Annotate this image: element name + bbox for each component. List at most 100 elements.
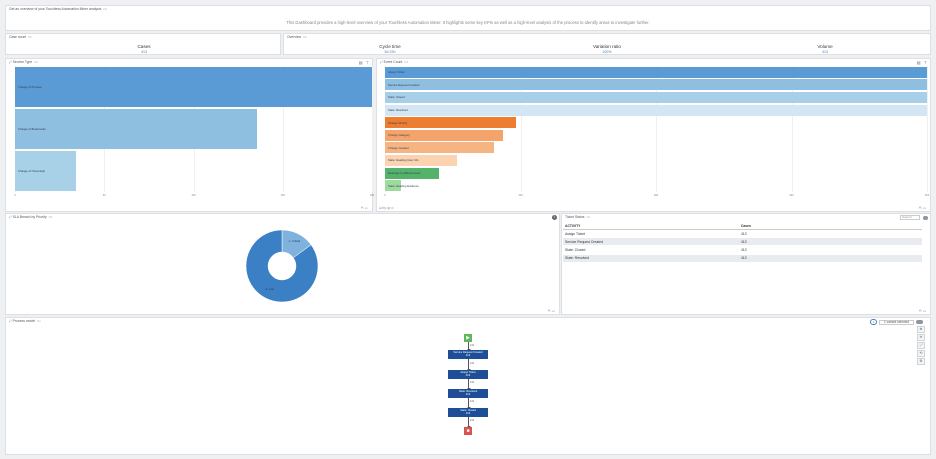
filter-icon[interactable]: ⊤ bbox=[923, 60, 927, 65]
settings-icon[interactable]: ⚙ bbox=[917, 358, 925, 365]
activity-node[interactable]: State: Resolved 413 bbox=[448, 389, 488, 398]
more-icon[interactable]: ••• bbox=[48, 215, 53, 219]
chart-bar[interactable]: Reassign to different team bbox=[385, 167, 439, 179]
bar-label: State: Resolved bbox=[388, 108, 408, 113]
more-icon[interactable]: ••• bbox=[404, 60, 408, 64]
intro-subtitle: This Dashboard provides a high-level ove… bbox=[286, 20, 650, 25]
chart-bar[interactable]: Service Request Created bbox=[385, 79, 927, 91]
chart-bar[interactable]: Change of Bookmarks bbox=[15, 108, 258, 150]
kpi-label: Cycle time bbox=[379, 44, 401, 49]
chart-bar[interactable]: Change Priority bbox=[385, 117, 517, 129]
chart-bar[interactable]: Change Created bbox=[385, 142, 494, 154]
cell-cases: 413 bbox=[738, 254, 922, 263]
kpi-volume: Volume 413 bbox=[795, 44, 855, 54]
variant-selector[interactable]: 1 1 variant selected bbox=[870, 319, 923, 325]
panel-footer-icons[interactable]: ⇱ ▭ bbox=[919, 206, 926, 210]
table-search-input[interactable]: Search bbox=[900, 215, 920, 220]
chart-type-icon[interactable]: ▤ bbox=[358, 60, 363, 65]
bar-label: Change of Process bbox=[18, 85, 42, 89]
panel-footer-icons[interactable]: ⇱ ▭ bbox=[548, 309, 555, 313]
sla-priority-panel: ⤢ SLA Breach by Priority ••• i 1 - Critic… bbox=[5, 213, 560, 315]
table-row[interactable]: State: Closed 413 bbox=[563, 245, 922, 255]
chart-bar[interactable]: State: Awaiting User Info bbox=[385, 154, 458, 167]
x-tick-label: 100 bbox=[191, 194, 196, 197]
edge-label: 413 bbox=[470, 419, 474, 422]
cell-cases: 413 bbox=[738, 229, 922, 239]
activity-node[interactable]: Service Request Created 413 bbox=[448, 350, 488, 359]
edge-label: 413 bbox=[470, 344, 474, 347]
kpi-label: Cases bbox=[137, 44, 151, 49]
more-icon[interactable]: ••• bbox=[103, 7, 107, 11]
sort-control[interactable]: ⊞ by up ⊙ bbox=[379, 206, 394, 210]
cell-activity: Assign Ticket bbox=[563, 229, 739, 239]
activity-node[interactable]: State: Closed 413 bbox=[448, 408, 488, 417]
gridline bbox=[520, 66, 522, 192]
zoom-in-icon[interactable]: ⊕ bbox=[917, 326, 925, 333]
chart-bar[interactable]: Change of Ownership bbox=[15, 150, 76, 192]
more-icon[interactable]: ••• bbox=[586, 215, 591, 219]
more-icon[interactable]: ••• bbox=[28, 35, 32, 39]
more-icon[interactable]: ••• bbox=[34, 60, 38, 64]
service-type-title: ⤢ Service Type ••• bbox=[9, 60, 38, 64]
chart-bar[interactable]: State: Awaiting Evidence bbox=[385, 180, 419, 192]
kpi-label: Variation ratio bbox=[592, 44, 621, 49]
expand-icon[interactable]: ⤢ bbox=[9, 215, 13, 219]
expand-icon[interactable]: ⤢ bbox=[9, 60, 13, 64]
more-icon[interactable]: ••• bbox=[37, 319, 41, 323]
process-edge[interactable] bbox=[466, 379, 471, 390]
chart-bar[interactable]: Assign Ticket bbox=[385, 66, 927, 78]
activity-count: 413 bbox=[465, 353, 471, 357]
bar-label: Change of Bookmarks bbox=[18, 127, 46, 131]
process-edge[interactable] bbox=[466, 342, 471, 351]
edge-label: 413 bbox=[470, 381, 474, 384]
x-tick-label: 0 bbox=[384, 194, 386, 197]
end-node-icon[interactable]: ■ bbox=[464, 427, 472, 435]
table-row[interactable]: State: Resolved 413 bbox=[563, 254, 922, 263]
variant-toggle[interactable] bbox=[916, 320, 923, 324]
process-edge[interactable] bbox=[466, 417, 471, 428]
bar-label: State: Awaiting User Info bbox=[388, 158, 419, 163]
more-icon[interactable]: ••• bbox=[303, 35, 307, 39]
slice-label: 3 - Low bbox=[265, 287, 274, 291]
donut-slice[interactable] bbox=[245, 229, 319, 303]
table-row[interactable]: Service Request Created 413 bbox=[563, 237, 922, 247]
expand-icon[interactable]: ⤢ bbox=[9, 319, 13, 323]
chart-type-icon[interactable]: ▤ bbox=[916, 60, 921, 65]
kpi-cycle-time: Cycle time 5d 22h bbox=[360, 44, 420, 54]
filter-icon[interactable]: ⊤ bbox=[365, 60, 369, 65]
gridline bbox=[385, 66, 386, 192]
chart-toolbar: ▤ ⊤ bbox=[359, 60, 369, 65]
panel-footer-icons[interactable]: ⇱ ▭ bbox=[361, 206, 368, 210]
overview-panel: Overview ••• Cycle time 5d 22h Variation … bbox=[283, 33, 931, 55]
activity-node[interactable]: Assign Ticket 413 bbox=[448, 370, 488, 379]
column-header-activity[interactable]: ACTIVITY bbox=[563, 222, 739, 230]
cell-activity: State: Closed bbox=[563, 245, 739, 255]
panel-footer-icons[interactable]: ⇱ ▭ bbox=[919, 309, 926, 313]
chart-bar[interactable]: Change of Process bbox=[15, 66, 372, 108]
service-type-plot: Change of Process Change of Bookmarks Chan… bbox=[15, 66, 373, 192]
bar-label: State: Closed bbox=[388, 95, 405, 100]
expand-icon[interactable]: ⤢ bbox=[380, 60, 384, 64]
gridline bbox=[372, 66, 373, 192]
settings-icon[interactable] bbox=[923, 215, 928, 220]
column-header-cases[interactable]: Cases bbox=[738, 222, 922, 230]
process-edge[interactable] bbox=[466, 398, 471, 409]
reset-icon[interactable]: ⟲ bbox=[917, 350, 925, 357]
bar-label: Change Priority bbox=[388, 120, 408, 125]
bar-label: Change Created bbox=[388, 145, 409, 150]
start-node-icon[interactable]: ▶ bbox=[464, 334, 472, 342]
fit-to-screen-icon[interactable]: ⤢ bbox=[917, 342, 925, 349]
activity-count: 413 bbox=[465, 411, 471, 415]
info-icon[interactable]: i bbox=[552, 215, 557, 220]
chart-bar[interactable]: Change Category bbox=[385, 129, 504, 141]
gridline bbox=[927, 66, 928, 192]
kpi-value: 413 bbox=[141, 50, 147, 54]
chart-bar[interactable]: State: Closed bbox=[385, 91, 927, 104]
zoom-out-icon[interactable]: ⊖ bbox=[917, 334, 925, 341]
bar-label: Change Category bbox=[388, 133, 410, 138]
table-row[interactable]: Assign Ticket 413 bbox=[563, 229, 922, 239]
overview-title-text: Overview bbox=[287, 35, 302, 39]
process-model-toolbar: ⊕ ⊖ ⤢ ⟲ ⚙ bbox=[917, 326, 925, 365]
chart-bar[interactable]: State: Resolved bbox=[385, 104, 927, 116]
process-edge[interactable] bbox=[466, 359, 471, 371]
